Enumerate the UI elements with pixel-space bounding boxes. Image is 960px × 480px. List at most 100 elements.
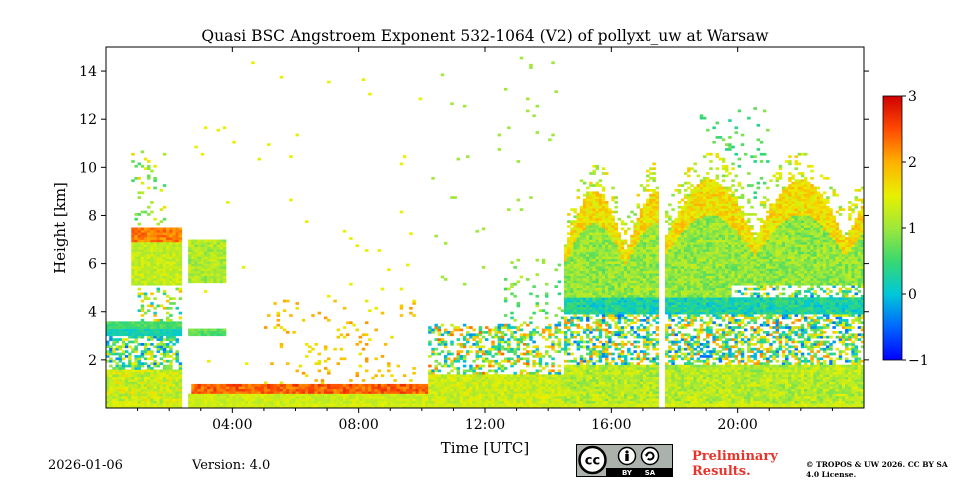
heatmap-cell xyxy=(579,400,584,404)
heatmap-cell xyxy=(570,273,574,276)
heatmap-cell xyxy=(226,395,230,399)
heatmap-cell xyxy=(545,393,549,397)
heatmap-cell xyxy=(513,352,517,356)
heatmap-cell xyxy=(608,225,612,228)
heatmap-cell xyxy=(453,405,457,408)
heatmap-cell xyxy=(169,350,173,353)
heatmap-cell xyxy=(589,246,593,250)
heatmap-cell xyxy=(137,357,142,361)
heatmap-cell xyxy=(620,253,625,257)
heatmap-cell xyxy=(586,405,590,408)
heatmap-cell xyxy=(358,383,363,387)
heatmap-cell xyxy=(150,249,154,252)
heatmap-cell xyxy=(320,405,325,408)
heatmap-cell xyxy=(222,270,227,274)
heatmap-cell xyxy=(605,256,609,260)
heatmap-cell xyxy=(576,268,581,272)
heatmap-cell xyxy=(589,241,593,245)
heatmap-cell xyxy=(617,369,622,373)
heatmap-cell xyxy=(494,374,498,378)
heatmap-cell xyxy=(191,395,195,399)
heatmap-cell xyxy=(519,391,524,394)
heatmap-cell xyxy=(172,237,176,240)
heatmap-cell xyxy=(576,273,581,276)
heatmap-cell xyxy=(627,403,631,406)
heatmap-cell xyxy=(601,345,606,349)
heatmap-cell xyxy=(150,268,154,272)
heatmap-cell xyxy=(219,328,224,332)
heatmap-cell xyxy=(156,263,160,267)
heatmap-cell xyxy=(412,405,416,408)
heatmap-cell xyxy=(254,398,258,402)
heatmap-cell xyxy=(567,246,571,250)
heatmap-cell xyxy=(579,278,584,281)
heatmap-cell xyxy=(538,381,543,385)
heatmap-cell xyxy=(611,371,615,375)
heatmap-cell xyxy=(611,297,615,300)
heatmap-cell xyxy=(605,386,609,390)
heatmap-cell xyxy=(260,403,265,406)
heatmap-cell xyxy=(567,244,571,248)
heatmap-cell xyxy=(147,270,151,274)
heatmap-cell xyxy=(156,268,160,272)
heatmap-cell xyxy=(147,268,151,272)
heatmap-cell xyxy=(614,294,618,298)
heatmap-cell xyxy=(586,193,590,197)
heatmap-cell xyxy=(156,266,160,269)
heatmap-cell xyxy=(140,405,145,408)
heatmap-cell xyxy=(598,357,603,361)
heatmap-cell xyxy=(124,398,129,402)
heatmap-cell xyxy=(219,333,224,337)
heatmap-cell xyxy=(620,258,625,262)
heatmap-cell xyxy=(459,376,464,380)
heatmap-cell xyxy=(579,376,584,380)
heatmap-cell xyxy=(586,333,590,337)
heatmap-cell xyxy=(611,246,615,250)
heatmap-cell xyxy=(573,246,577,250)
heatmap-cell xyxy=(216,333,220,337)
heatmap-cell xyxy=(586,237,590,240)
heatmap-cell xyxy=(137,246,142,250)
heatmap-cell xyxy=(563,270,568,274)
heatmap-cell xyxy=(106,371,110,375)
heatmap-cell xyxy=(361,391,366,394)
heatmap-cell xyxy=(358,335,363,339)
heatmap-cell xyxy=(494,333,498,337)
heatmap-cell xyxy=(617,381,622,385)
heatmap-cell xyxy=(589,304,593,308)
heatmap-cell xyxy=(143,266,148,269)
heatmap-cell xyxy=(191,239,195,243)
heatmap-cell xyxy=(579,225,584,228)
heatmap-cell xyxy=(153,398,157,402)
heatmap-cell xyxy=(371,376,375,380)
heatmap-cell xyxy=(134,350,138,353)
heatmap-cell xyxy=(140,398,145,402)
heatmap-cell xyxy=(548,383,552,387)
heatmap-cell xyxy=(412,395,416,399)
heatmap-cell xyxy=(203,244,208,248)
heatmap-cell xyxy=(620,280,625,284)
heatmap-cell xyxy=(481,386,486,390)
heatmap-cell xyxy=(608,268,612,272)
heatmap-cell xyxy=(137,388,142,392)
heatmap-cell xyxy=(162,266,167,269)
heatmap-cell xyxy=(418,383,423,387)
heatmap-cell xyxy=(396,364,401,368)
heatmap-cell xyxy=(197,249,202,252)
heatmap-cell xyxy=(178,328,183,332)
heatmap-cell xyxy=(611,314,615,317)
heatmap-cell xyxy=(166,294,170,298)
heatmap-cell xyxy=(532,114,536,118)
heatmap-cell xyxy=(579,294,584,298)
heatmap-cell xyxy=(222,330,227,334)
heatmap-cell xyxy=(595,278,599,281)
heatmap-cell xyxy=(456,398,461,402)
heatmap-cell xyxy=(323,391,328,394)
heatmap-cell xyxy=(617,275,622,279)
heatmap-cell xyxy=(156,345,160,349)
heatmap-cell xyxy=(608,266,612,269)
heatmap-cell xyxy=(166,333,170,337)
heatmap-cell xyxy=(586,203,590,207)
heatmap-cell xyxy=(254,405,258,408)
heatmap-cell xyxy=(614,345,618,349)
